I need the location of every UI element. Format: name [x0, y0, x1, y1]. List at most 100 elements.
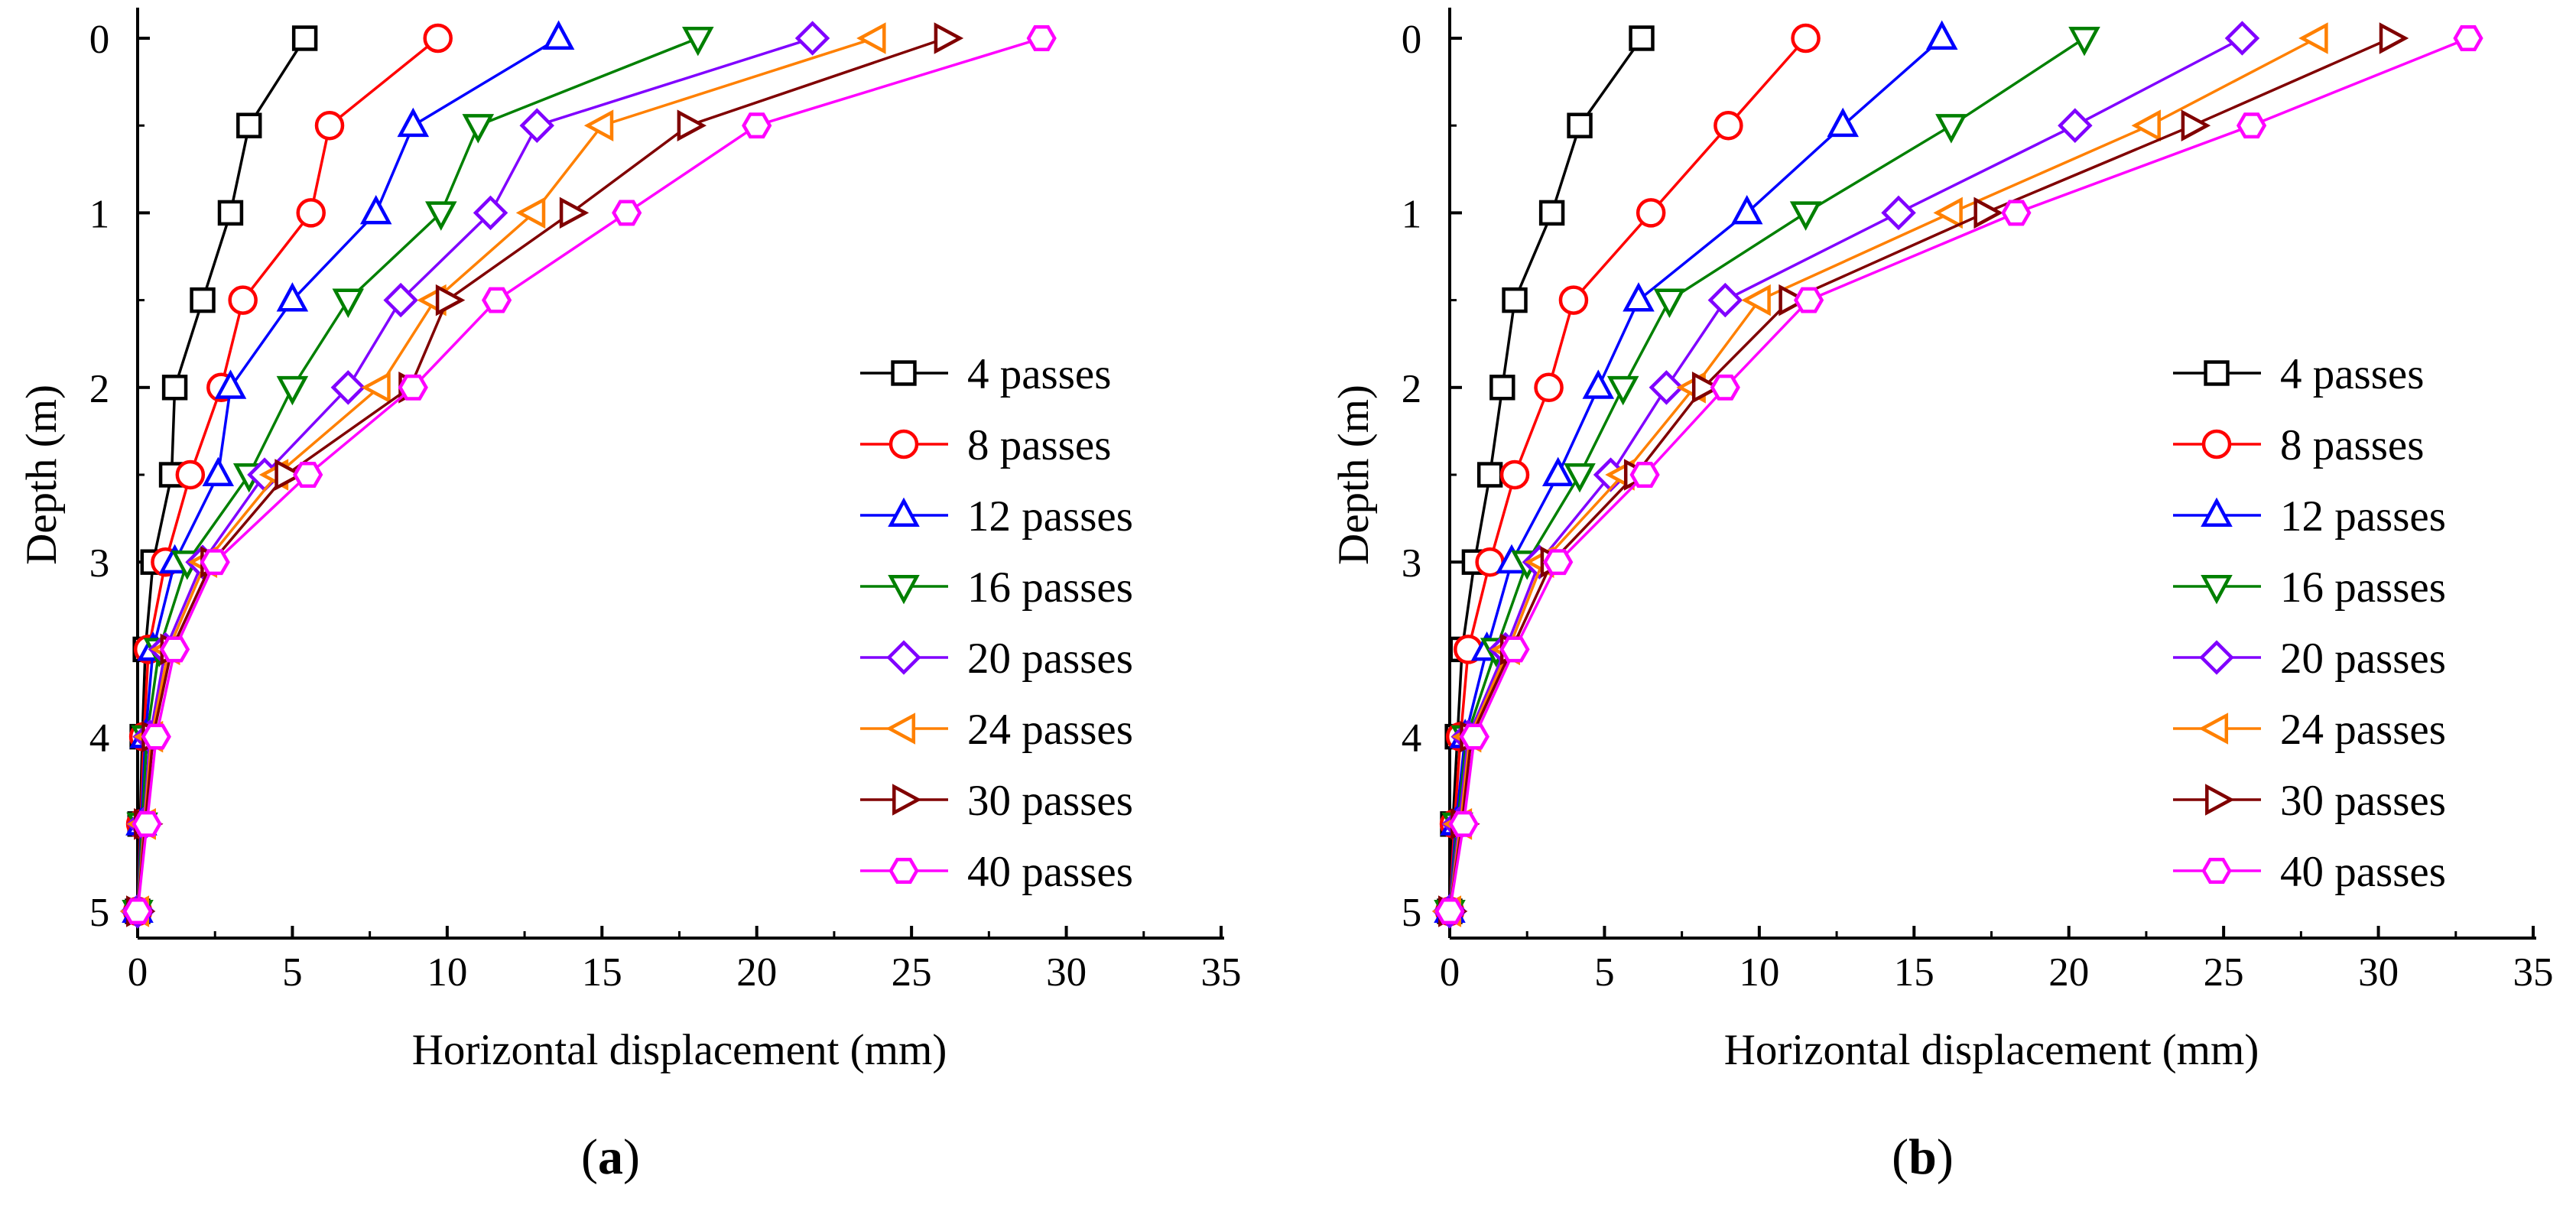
y-tick-label: 2 [1402, 367, 1422, 411]
legend-label: 12 passes [967, 492, 1133, 541]
legend-item: 30 passes [2173, 777, 2446, 825]
hexagon-marker [482, 287, 512, 313]
x-tick-label: 15 [1894, 950, 1934, 995]
triangle-down-marker [1789, 201, 1822, 231]
legend-label: 30 passes [2280, 777, 2446, 825]
x-tick-label: 0 [128, 950, 148, 995]
hexagon-marker [1434, 898, 1465, 924]
triangle-right-marker [2379, 22, 2409, 54]
triangle-up-marker [1541, 456, 1574, 487]
triangle-right-marker [677, 109, 707, 141]
triangle-up-marker [1582, 369, 1615, 399]
triangle-right-marker [934, 22, 964, 54]
legend-label: 16 passes [967, 563, 1133, 612]
triangle-left-marker [515, 196, 546, 229]
hexagon-marker [1629, 462, 1660, 488]
triangle-up-marker [888, 497, 920, 528]
triangle-left-marker [1741, 284, 1771, 317]
hexagon-marker [2453, 25, 2483, 51]
triangle-up-marker [1827, 107, 1859, 138]
y-tick-label: 3 [1402, 541, 1422, 586]
hexagon-marker [1448, 810, 1479, 837]
circle-marker [296, 198, 326, 228]
triangle-right-marker [559, 196, 590, 229]
triangle-left-marker [2298, 22, 2328, 54]
triangle-left-marker [2131, 109, 2161, 141]
legend-item: 8 passes [2173, 421, 2424, 469]
diamond-marker [2224, 21, 2260, 56]
square-marker [1476, 462, 1503, 488]
triangle-up-marker [1730, 194, 1763, 225]
circle-marker [175, 459, 206, 490]
square-marker [2204, 360, 2230, 386]
triangle-down-marker [1935, 114, 1967, 144]
legend-label: 40 passes [967, 848, 1133, 896]
square-marker [1489, 375, 1515, 401]
legend-label: 8 passes [2280, 421, 2424, 469]
triangle-up-marker [1925, 20, 1958, 50]
triangle-down-marker [888, 575, 920, 605]
panel-label-letter: b [1908, 1129, 1937, 1185]
legend-label: 30 passes [967, 777, 1133, 825]
legend-item: 16 passes [2173, 563, 2446, 612]
x-tick-label: 10 [427, 950, 467, 995]
circle-marker [1791, 23, 1821, 54]
legend-label: 8 passes [967, 421, 1111, 469]
series-40-passes [1434, 25, 2483, 924]
diamond-marker [383, 282, 418, 318]
legend-label: 16 passes [2280, 563, 2446, 612]
triangle-up-marker [397, 107, 430, 138]
square-marker [891, 360, 917, 386]
circle-marker [888, 429, 919, 459]
triangle-left-marker [885, 713, 916, 745]
panel-label-letter: a [598, 1129, 623, 1185]
legend-label: 4 passes [967, 350, 1111, 398]
triangle-left-marker [2198, 713, 2229, 745]
legend: 4 passes 8 passes 12 passes 16 passes 20 pas… [2173, 350, 2446, 896]
triangle-down-marker [276, 375, 309, 406]
legend-label: 4 passes [2280, 350, 2424, 398]
series-40-passes [122, 25, 1057, 924]
hexagon-marker [1026, 25, 1057, 51]
legend-label: 40 passes [2280, 848, 2446, 896]
hexagon-marker [132, 810, 162, 837]
circle-marker [1636, 198, 1666, 228]
legend-item: 12 passes [2173, 492, 2446, 541]
diamond-marker [473, 195, 508, 231]
x-tick-label: 25 [892, 950, 932, 995]
triangle-right-marker [435, 284, 466, 317]
legend-item: 16 passes [860, 563, 1133, 612]
triangle-down-marker [1564, 463, 1596, 493]
series-line [1448, 37, 2392, 912]
triangle-up-marker [359, 194, 392, 225]
y-tick-label: 4 [1402, 716, 1422, 761]
square-marker [161, 375, 188, 401]
triangle-left-marker [361, 372, 391, 404]
triangle-down-marker [1653, 288, 1686, 319]
hexagon-marker [200, 549, 230, 576]
triangle-right-marker [892, 784, 922, 816]
hexagon-marker [1710, 374, 1740, 401]
diamond-marker [1707, 282, 1743, 318]
triangle-left-marker [1933, 196, 1963, 229]
hexagon-marker [141, 723, 171, 750]
legend-item: 4 passes [860, 350, 1111, 398]
triangle-right-marker [1973, 196, 2003, 229]
hexagon-marker [160, 636, 190, 663]
x-tick-label: 5 [282, 950, 303, 995]
circle-marker [1558, 285, 1589, 315]
square-marker [291, 25, 318, 51]
series-line [1448, 37, 2243, 912]
circle-marker [2201, 429, 2232, 459]
legend-label: 20 passes [967, 635, 1133, 683]
legend-item: 8 passes [860, 421, 1111, 469]
x-axis-title: Horizontal displacement (mm) [1724, 1026, 2259, 1074]
triangle-down-marker [682, 27, 714, 57]
y-tick-label: 5 [89, 891, 110, 935]
legend-item: 12 passes [860, 492, 1133, 541]
y-tick-label: 1 [1402, 192, 1422, 236]
diamond-marker [1881, 195, 1916, 231]
hexagon-marker [1459, 723, 1489, 750]
